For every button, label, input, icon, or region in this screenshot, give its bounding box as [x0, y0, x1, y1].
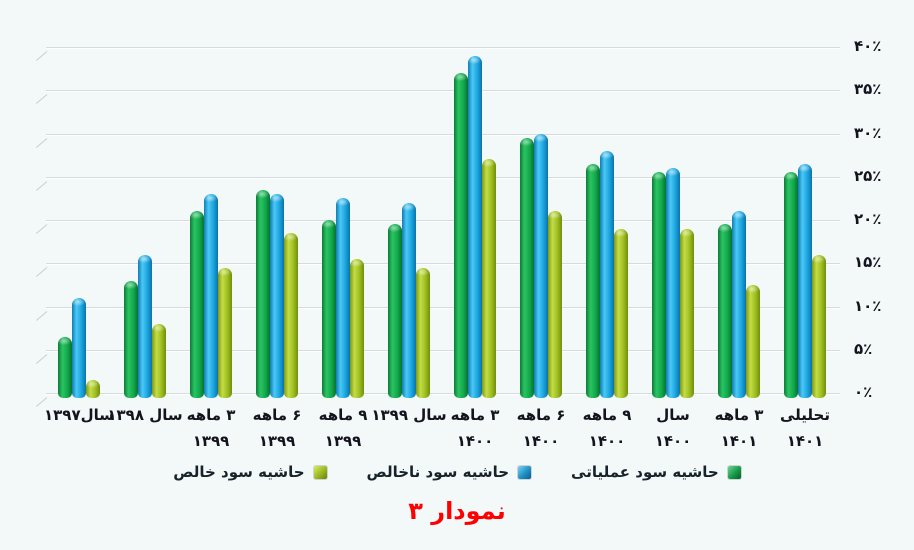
bar-blue-3: [204, 194, 218, 398]
bar-green-2: [124, 280, 138, 398]
bar-olive-7: [482, 159, 496, 398]
axis-tick-hook: [35, 138, 48, 148]
bar-green-6: [388, 224, 402, 398]
x-axis-label: ۹ ماهه ۱۴۰۰: [582, 406, 632, 450]
gridline: [46, 47, 840, 48]
x-axis-label: ۳ ماهه ۱۴۰۱: [714, 406, 764, 450]
axis-tick-hook: [35, 267, 48, 277]
gridline: [46, 263, 840, 264]
bar-green-4: [256, 189, 270, 398]
y-axis-label: ۲۰٪: [854, 210, 882, 228]
x-axis-label: سال ۱۴۰۰: [654, 406, 692, 450]
bar-blue-1: [72, 297, 86, 398]
y-axis-label: ۱۵٪: [854, 253, 882, 271]
bar-olive-1: [86, 380, 100, 398]
bar-olive-11: [746, 284, 760, 398]
bar-olive-8: [548, 211, 562, 398]
gridline: [46, 307, 840, 308]
bar-olive-4: [284, 232, 298, 398]
gross-margin-swatch-icon: [518, 465, 532, 479]
bar-green-3: [190, 211, 204, 398]
gridline: [46, 350, 840, 351]
x-axis-label: ۶ ماهه ۱۴۰۰: [516, 406, 566, 450]
y-axis-label: ۵٪: [854, 340, 873, 358]
bar-blue-6: [402, 202, 416, 398]
chart-title: نمودار ۳: [408, 497, 506, 525]
bar-blue-4: [270, 194, 284, 398]
y-axis-label: ۰٪: [854, 383, 873, 401]
legend-item-gross-margin: حاشیه سود ناخالص: [367, 463, 532, 481]
x-axis-label: سال ۱۳۹۸: [107, 406, 183, 424]
bar-olive-9: [614, 228, 628, 398]
bar-olive-6: [416, 267, 430, 398]
bar-blue-12: [798, 163, 812, 398]
bar-blue-2: [138, 254, 152, 398]
operating-margin-swatch-icon: [727, 465, 741, 479]
legend-item-net-margin: حاشیه سود خالص: [173, 463, 327, 481]
y-axis-label: ۴۰٪: [854, 37, 882, 55]
bar-olive-5: [350, 258, 364, 398]
x-axis-label: تحلیلی ۱۴۰۱: [780, 406, 830, 450]
y-axis-label: ۱۰٪: [854, 297, 882, 315]
bar-blue-10: [666, 168, 680, 398]
axis-tick-hook: [35, 51, 48, 61]
x-axis-label: سال ۱۳۹۹: [371, 406, 447, 424]
bar-green-7: [454, 72, 468, 398]
bar-green-8: [520, 137, 534, 398]
axis-tick-hook: [35, 224, 48, 234]
bar-blue-11: [732, 211, 746, 398]
x-axis-label: ۳ ماهه ۱۴۰۰: [450, 406, 500, 450]
bar-green-1: [58, 336, 72, 398]
x-axis-label: ۳ ماهه ۱۳۹۹: [186, 406, 236, 450]
bar-green-9: [586, 163, 600, 398]
legend-label-net-margin: حاشیه سود خالص: [173, 463, 305, 481]
y-axis-label: ۲۵٪: [854, 167, 882, 185]
bar-olive-2: [152, 323, 166, 398]
bar-green-5: [322, 220, 336, 398]
y-axis-label: ۳۵٪: [854, 80, 882, 98]
axis-tick-hook: [35, 311, 48, 321]
bar-blue-5: [336, 198, 350, 398]
bar-blue-9: [600, 150, 614, 398]
bar-green-12: [784, 172, 798, 398]
bar-olive-10: [680, 228, 694, 398]
legend-item-operating-margin: حاشیه سود عملیاتی: [571, 463, 741, 481]
bar-olive-3: [218, 267, 232, 398]
bar-green-11: [718, 224, 732, 398]
legend-label-gross-margin: حاشیه سود ناخالص: [366, 463, 510, 481]
bar-blue-7: [468, 55, 482, 398]
gridline: [46, 220, 840, 221]
x-axis-label: سال۱۳۹۷: [43, 406, 115, 424]
gridline: [46, 90, 840, 91]
legend: حاشیه سود خالص حاشیه سود ناخالص حاشیه سو…: [0, 463, 914, 481]
y-axis-label: ۳۰٪: [854, 124, 882, 142]
axis-tick-hook: [35, 354, 48, 364]
gridline: [46, 134, 840, 135]
gridline: [46, 393, 840, 394]
axis-tick-hook: [35, 94, 48, 104]
x-axis-label: ۶ ماهه ۱۳۹۹: [252, 406, 302, 450]
x-axis-label: ۹ ماهه ۱۳۹۹: [318, 406, 368, 450]
bar-blue-8: [534, 133, 548, 398]
gridline: [46, 177, 840, 178]
axis-tick-hook: [35, 181, 48, 191]
bar-green-10: [652, 172, 666, 398]
net-margin-swatch-icon: [313, 465, 327, 479]
legend-label-operating-margin: حاشیه سود عملیاتی: [571, 463, 719, 481]
bar-olive-12: [812, 254, 826, 398]
